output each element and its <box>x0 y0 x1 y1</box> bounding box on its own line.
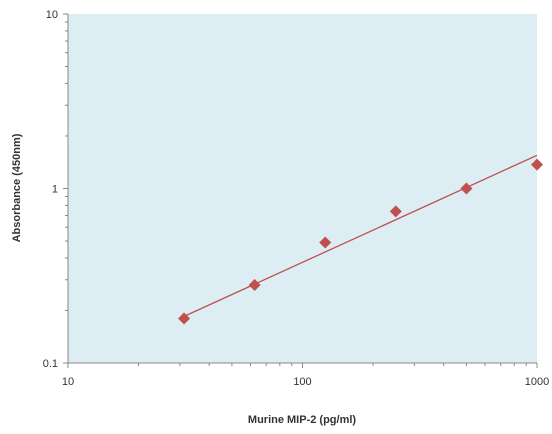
data-point <box>389 205 402 218</box>
y-tick-label: 1 <box>52 184 58 196</box>
x-tick-label: 100 <box>293 376 311 388</box>
fit-line <box>183 154 538 317</box>
data-points <box>178 158 543 325</box>
axes <box>63 13 538 368</box>
x-axis-title: Murine MIP-2 (pg/ml) <box>248 414 357 426</box>
x-tick-labels: 10 100 1000 <box>62 376 549 388</box>
data-point <box>319 236 332 249</box>
data-point <box>178 312 191 325</box>
y-axis-title: Absorbance (450nm) <box>11 133 23 242</box>
plot-area <box>68 14 537 363</box>
data-point <box>460 182 473 195</box>
fit-line-group <box>183 154 538 317</box>
y-tick-label: 10 <box>46 9 58 21</box>
data-point <box>531 158 543 171</box>
x-tick-label: 1000 <box>525 376 549 388</box>
x-tick-label: 10 <box>62 376 74 388</box>
data-point <box>248 278 261 291</box>
y-tick-labels: 0.1 1 10 <box>43 9 58 370</box>
y-tick-label: 0.1 <box>43 358 58 370</box>
